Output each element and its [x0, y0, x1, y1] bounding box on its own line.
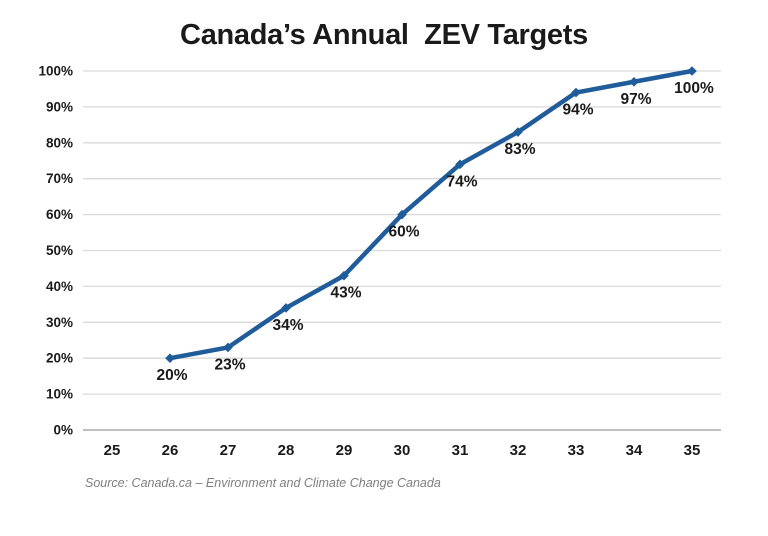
x-axis-tick-label: 26: [162, 442, 179, 459]
data-point-label: 74%: [446, 173, 477, 190]
data-point-marker: [513, 127, 523, 137]
data-point-label: 60%: [388, 224, 419, 241]
data-point-marker: [223, 342, 233, 353]
y-axis-tick-label: 60%: [46, 207, 73, 222]
source-note: Source: Canada.ca – Environment and Clim…: [85, 476, 441, 490]
x-axis-tick-label: 32: [510, 442, 527, 459]
y-axis-tick-label: 70%: [46, 171, 73, 186]
y-axis-tick-label: 10%: [46, 387, 73, 402]
data-point-marker: [397, 209, 407, 220]
x-axis-tick-label: 30: [394, 442, 411, 459]
data-point-label: 97%: [620, 91, 651, 108]
x-axis-tick-label: 34: [626, 442, 643, 459]
data-point-label: 94%: [562, 102, 593, 119]
chart-title: Canada’s Annual ZEV Targets: [180, 19, 588, 51]
x-axis-tick-label: 27: [220, 442, 237, 459]
y-axis-tick-label: 30%: [46, 315, 73, 330]
x-axis-tick-label: 35: [684, 442, 701, 459]
x-axis-tick-label: 33: [568, 442, 585, 459]
x-axis-tick-label: 31: [452, 442, 469, 459]
y-axis-tick-label: 20%: [46, 351, 73, 366]
trend-line: [167, 68, 695, 361]
data-point-marker: [165, 353, 175, 364]
data-point-label: 23%: [214, 356, 245, 373]
data-point-marker: [629, 76, 639, 87]
y-axis-tick-label: 50%: [46, 243, 73, 258]
y-axis-tick-label: 0%: [53, 423, 73, 438]
x-axis-tick-label: 28: [278, 442, 295, 459]
y-axis-tick-label: 40%: [46, 279, 73, 294]
data-point-label: 43%: [330, 285, 361, 302]
data-point-marker: [687, 66, 697, 76]
data-point-label: 20%: [156, 367, 187, 384]
data-point-label: 83%: [504, 141, 535, 158]
y-axis-tick-label: 90%: [46, 99, 73, 114]
data-point-label: 34%: [272, 317, 303, 334]
x-axis-tick-label: 25: [104, 442, 121, 459]
data-point-label: 100%: [674, 80, 714, 97]
x-axis-tick-label: 29: [336, 442, 353, 459]
y-axis-tick-label: 100%: [38, 64, 73, 79]
y-axis-tick-label: 80%: [46, 135, 73, 150]
